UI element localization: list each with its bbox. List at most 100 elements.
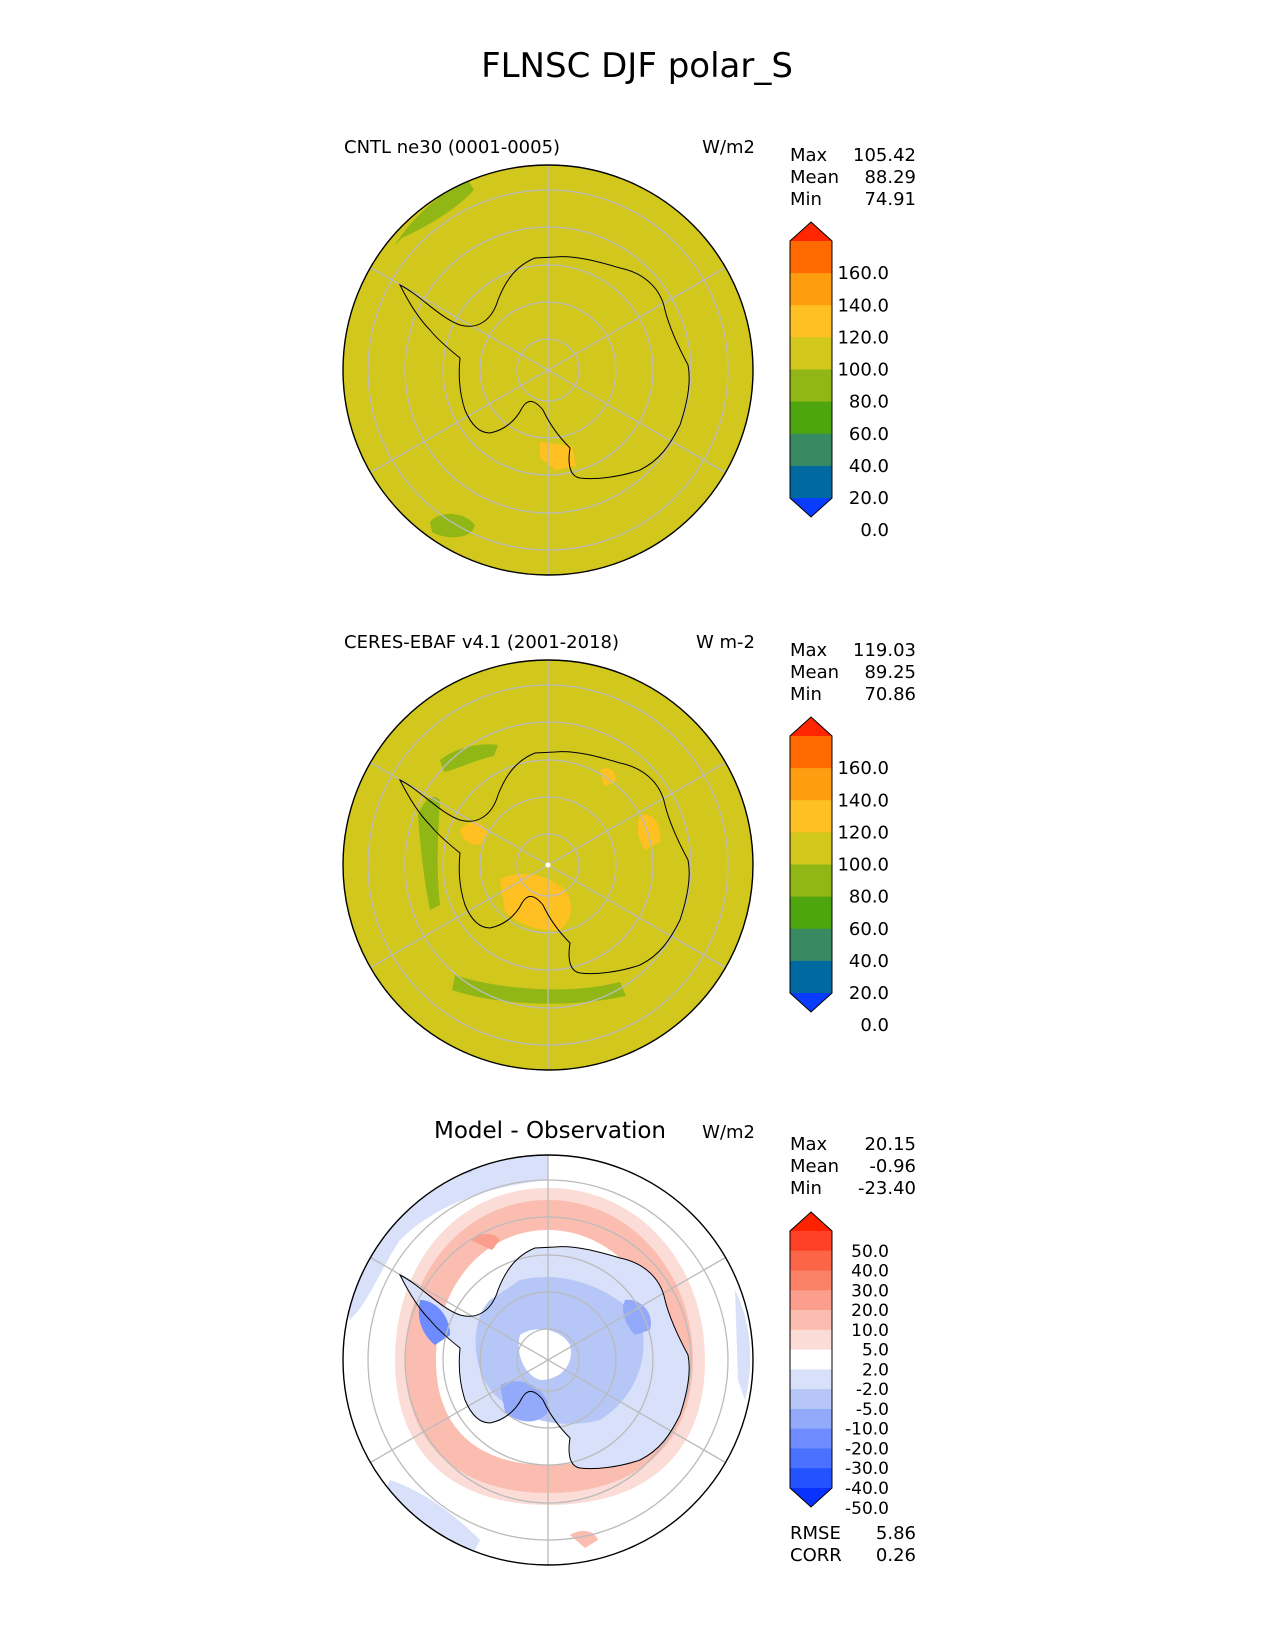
colorbar-segment [790, 864, 832, 898]
colorbar-segment [790, 1329, 832, 1351]
colorbar-tick-label: 40.0 [849, 456, 889, 477]
colorbar: 160.0 140.0 120.0 100.0 80.0 60.0 40.0 20.0 0.0 [789, 716, 889, 1036]
colorbar-tick-label: -40.0 [845, 1479, 889, 1499]
figure-title: FLNSC DJF polar_S [481, 46, 793, 86]
colorbar: 50.040.030.020.010.05.02.0-2.0-5.0-10.0-… [789, 1211, 889, 1519]
panel-units: W/m2 [702, 1122, 755, 1143]
colorbar-tick-label: -50.0 [845, 1499, 889, 1519]
colorbar-tick-label: -10.0 [845, 1420, 889, 1440]
colorbar-segment [790, 768, 832, 801]
field-region-blue [735, 1290, 751, 1400]
stats-block: Max 119.03 Mean 89.25 Min 70.86 [790, 640, 916, 705]
field-region-orange [540, 442, 576, 470]
colorbar-tick-label: 0.0 [860, 1015, 889, 1036]
panel-reference: CERES-EBAF v4.1 (2001-2018) W m-2 Max 11… [342, 632, 916, 1071]
field-region-green [440, 744, 498, 772]
colorbar-segment [790, 241, 832, 274]
colorbar-tick-label: 20.0 [851, 1301, 889, 1321]
stat-label: Mean [790, 167, 839, 188]
colorbar-extend-max [790, 717, 832, 736]
antarctica-coastline [398, 751, 690, 975]
stats-block: Max 105.42 Mean 88.29 Min 74.91 [790, 145, 916, 210]
colorbar-segment [790, 1349, 832, 1370]
colorbar-segment [790, 736, 832, 769]
colorbar-tick-label: 2.0 [862, 1360, 889, 1380]
meridian-line [370, 266, 726, 474]
field-region-green [452, 975, 626, 1004]
map-boundary [342, 1154, 754, 1566]
colorbar: 160.0 140.0 120.0 100.0 80.0 60.0 40.0 20.0 0.0 [789, 221, 889, 541]
stat-value: 5.86 [876, 1523, 916, 1544]
stat-value: -23.40 [858, 1178, 916, 1199]
colorbar-tick-label: 60.0 [849, 424, 889, 445]
colorbar-segment [790, 928, 832, 962]
stat-value: 119.03 [853, 640, 916, 661]
stat-label: Max [790, 1134, 828, 1155]
colorbar-segment [790, 433, 832, 467]
colorbar-segment [790, 896, 832, 930]
colorbar-tick-label: 10.0 [851, 1321, 889, 1341]
stat-value: 74.91 [864, 189, 916, 210]
map-grid [367, 165, 729, 575]
colorbar-outline [789, 221, 833, 518]
stat-value: 105.42 [853, 145, 916, 166]
colorbar-segment [790, 1448, 832, 1469]
antarctica-coastline [398, 256, 690, 480]
colorbar-tick-label: 20.0 [849, 983, 889, 1004]
stat-value: 70.86 [864, 684, 916, 705]
stat-value: 20.15 [864, 1134, 916, 1155]
stat-value: 89.25 [864, 662, 916, 683]
colorbar-segment [790, 465, 832, 499]
stats-block: Max 20.15 Mean -0.96 Min -23.40 [790, 1134, 916, 1199]
map-boundary [342, 164, 754, 576]
colorbar-segment [790, 1270, 832, 1291]
colorbar-tick-label: 100.0 [837, 360, 889, 381]
stat-label: Min [790, 1178, 822, 1199]
colorbar-tick-label: -5.0 [856, 1400, 889, 1420]
panel-title: CNTL ne30 (0001-0005) [344, 137, 560, 158]
colorbar-tick-label: 20.0 [849, 488, 889, 509]
colorbar-segment [790, 401, 832, 435]
field-region-blue [385, 1480, 480, 1560]
colorbar-tick-label: 80.0 [849, 887, 889, 908]
colorbar-tick-label: -30.0 [845, 1459, 889, 1479]
stat-value: 0.26 [876, 1545, 916, 1566]
colorbar-tick-label: 80.0 [849, 392, 889, 413]
colorbar-segment [790, 1310, 832, 1331]
colorbar-extend-min [790, 498, 832, 517]
colorbar-tick-label: 5.0 [862, 1341, 889, 1361]
colorbar-segment [790, 1290, 832, 1311]
field-region-white [518, 1329, 571, 1380]
stat-label: CORR [790, 1545, 842, 1566]
antarctica-coastline [398, 1246, 690, 1470]
stat-label: Max [790, 145, 828, 166]
colorbar-tick-label: 0.0 [860, 520, 889, 541]
meridian-line [370, 1256, 726, 1464]
colorbar-tick-label: -20.0 [845, 1439, 889, 1459]
stat-label: Min [790, 189, 822, 210]
colorbar-extend-min [790, 1488, 832, 1507]
colorbar-outline [789, 716, 833, 1013]
colorbar-segment [790, 1231, 832, 1252]
stat-label: RMSE [790, 1523, 841, 1544]
stat-label: Max [790, 640, 828, 661]
field-region-orange [637, 814, 661, 850]
colorbar-tick-label: 140.0 [837, 790, 889, 811]
pole-marker [545, 862, 551, 868]
colorbar-segment [790, 1428, 832, 1450]
panel-units: W/m2 [702, 137, 755, 158]
stat-label: Min [790, 684, 822, 705]
colorbar-tick-label: 160.0 [837, 263, 889, 284]
colorbar-segment [790, 960, 832, 994]
colorbar-segment [790, 337, 832, 371]
colorbar-segment [790, 1369, 832, 1390]
colorbar-segment [790, 832, 832, 866]
colorbar-segment [790, 1250, 832, 1272]
colorbar-extend-max [790, 222, 832, 241]
extra-stats-block: RMSE 5.86 CORR 0.26 [790, 1523, 916, 1566]
field-region-red [470, 1234, 500, 1250]
colorbar-tick-label: -2.0 [856, 1380, 889, 1400]
stat-label: Mean [790, 662, 839, 683]
colorbar-tick-label: 160.0 [837, 758, 889, 779]
colorbar-outline [789, 1211, 833, 1508]
